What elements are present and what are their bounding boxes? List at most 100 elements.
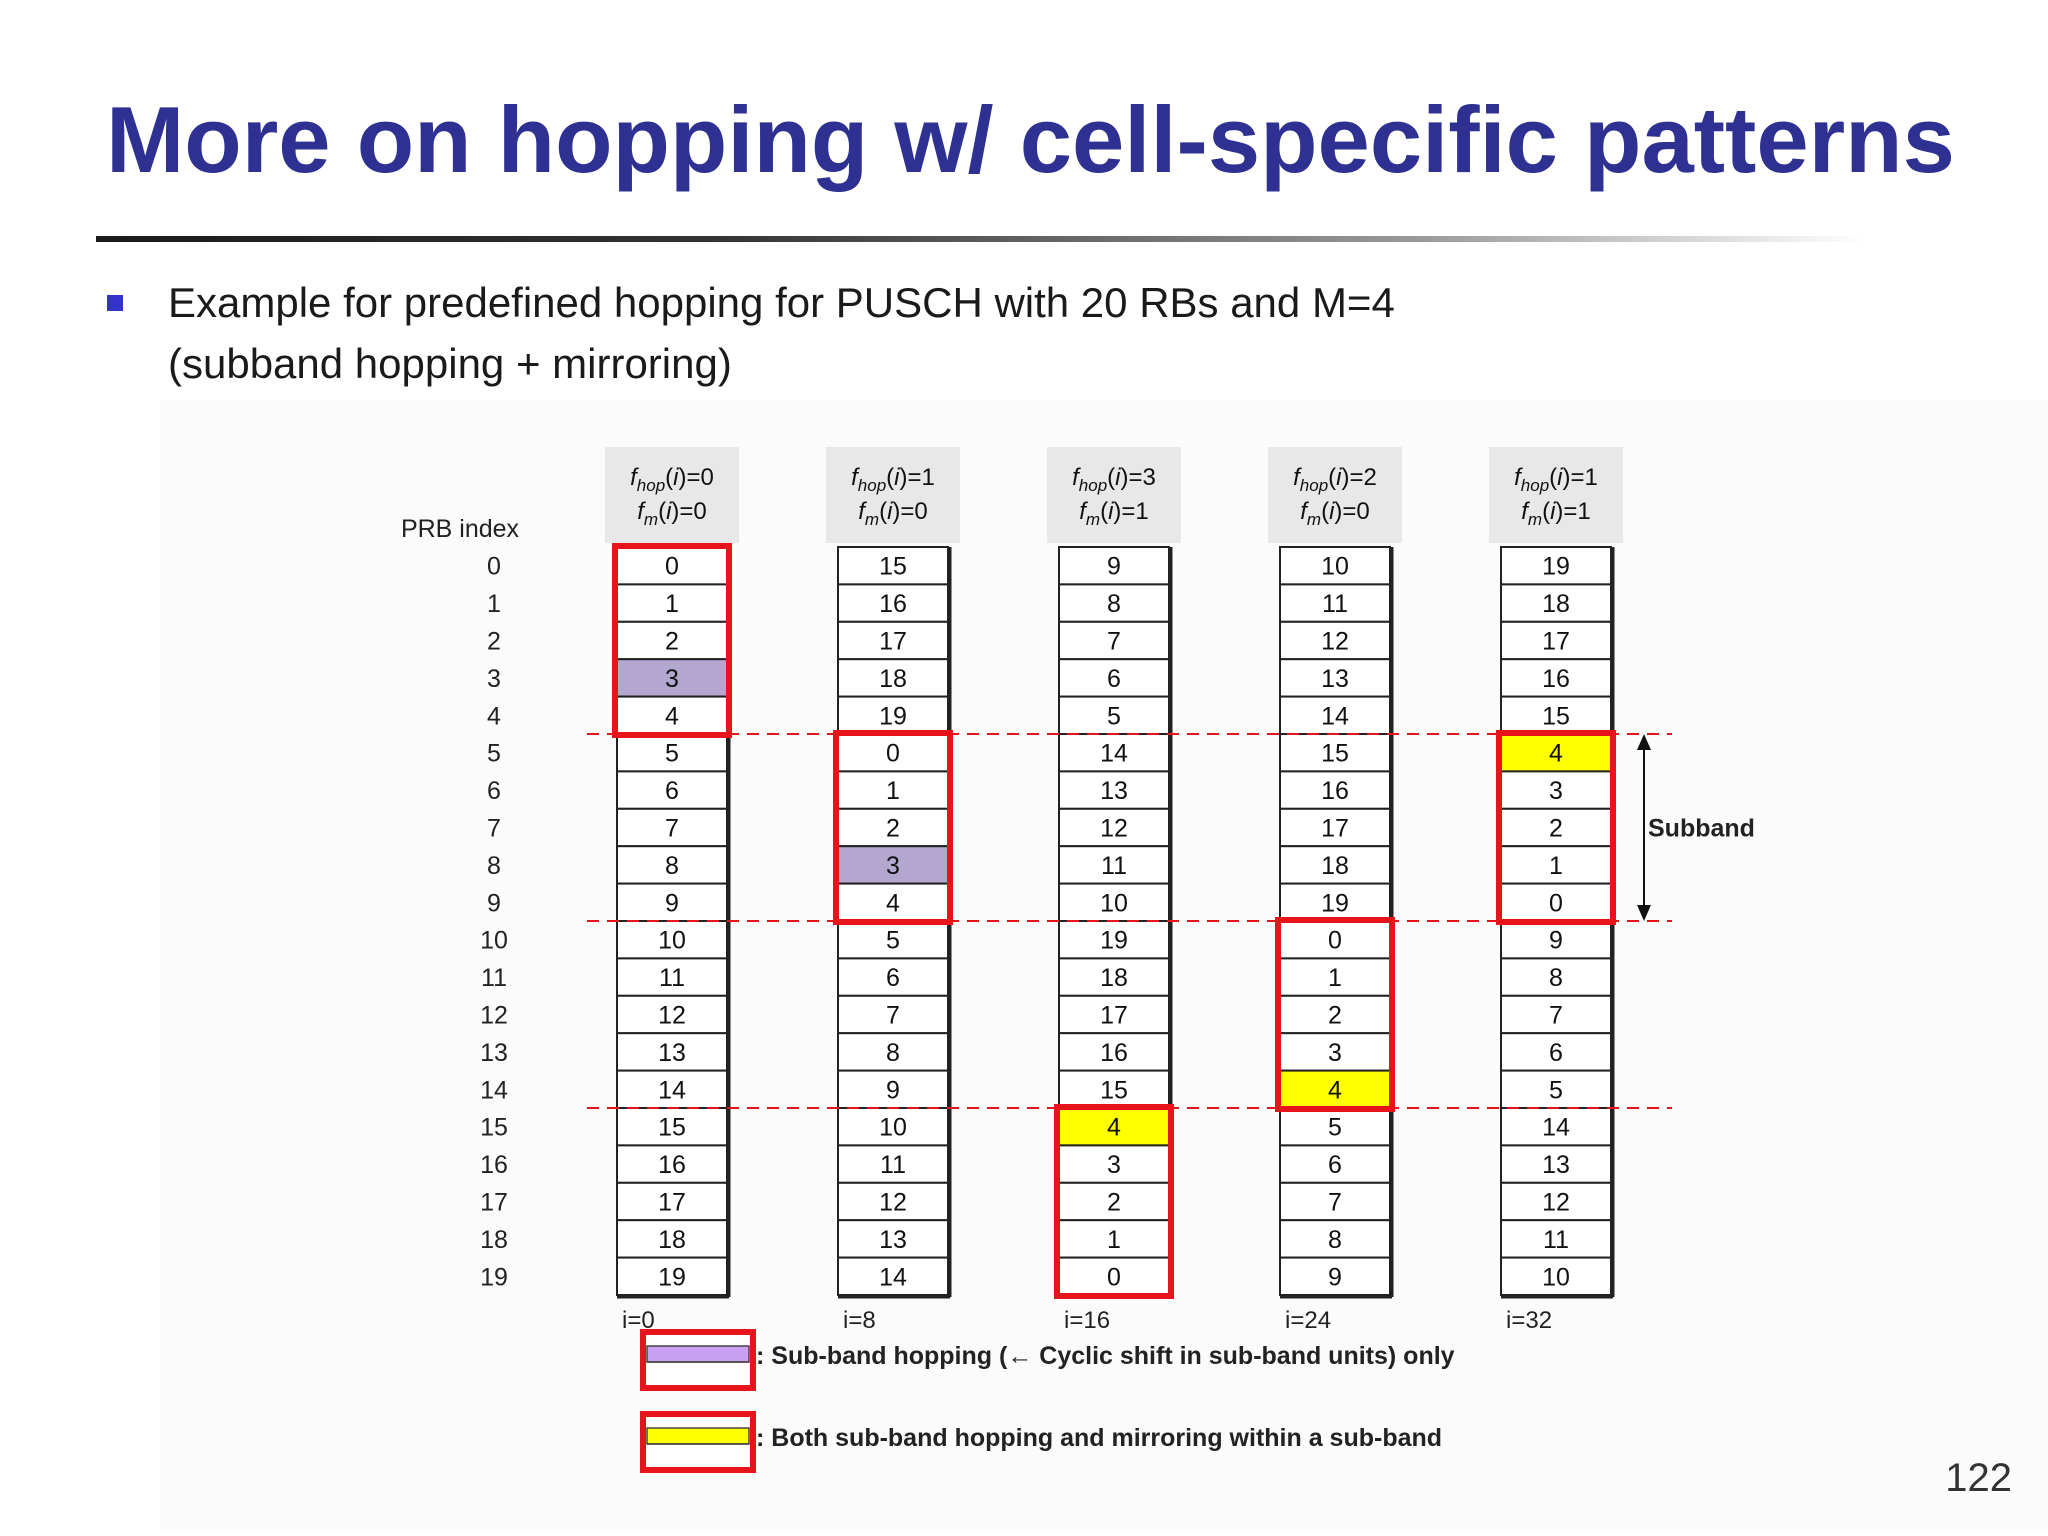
prb-cell	[1500, 957, 1612, 997]
prb-cell-value: 9	[886, 1076, 900, 1104]
prb-cell	[616, 1069, 728, 1109]
prb-cell-value: 13	[879, 1226, 907, 1254]
prb-cell-value: 19	[879, 702, 907, 730]
prb-index: 0	[487, 553, 501, 581]
prb-cell-value: 6	[1549, 1039, 1563, 1067]
column-header-bg	[1489, 447, 1623, 543]
prb-cell	[1058, 695, 1170, 736]
prb-cell	[837, 1069, 949, 1109]
prb-cell-value: 5	[1107, 702, 1121, 730]
prb-cell-value: 0	[886, 740, 900, 768]
column-header-fhop: fhop(i)=1	[1514, 464, 1598, 495]
prb-cell-value: 16	[1321, 777, 1349, 805]
prb-cell-value: 5	[665, 740, 679, 768]
prb-cell-value: 6	[1328, 1151, 1342, 1179]
prb-cell	[837, 583, 949, 623]
prb-cell-value: 15	[658, 1114, 686, 1142]
prb-cell	[1058, 994, 1170, 1035]
prb-cell-value: 1	[1328, 964, 1342, 992]
column-header-fhop: fhop(i)=2	[1293, 464, 1377, 495]
prb-cell-value: 12	[1321, 628, 1349, 656]
prb-index: 15	[480, 1114, 508, 1142]
prb-cell-value: 3	[1328, 1039, 1342, 1067]
prb-cell	[1279, 583, 1391, 623]
prb-cell	[616, 733, 728, 773]
prb-cell-value: 0	[1549, 889, 1563, 917]
prb-cell	[837, 1181, 949, 1222]
prb-cell	[1279, 845, 1391, 885]
prb-cell-value: 3	[1107, 1151, 1121, 1179]
prb-index-label: PRB index	[401, 515, 520, 543]
prb-cell-value: 14	[879, 1263, 907, 1291]
prb-cell	[616, 770, 728, 810]
prb-cell	[1058, 733, 1170, 773]
prb-cell-value: 2	[886, 815, 900, 843]
prb-cell-value: 11	[659, 964, 685, 992]
prb-index: 18	[480, 1226, 508, 1254]
prb-index: 2	[487, 628, 501, 656]
page-number: 122	[1945, 1456, 2012, 1500]
prb-cell-value: 7	[665, 815, 679, 843]
prb-cell	[616, 695, 728, 736]
prb-index: 19	[480, 1263, 508, 1291]
prb-index: 16	[480, 1151, 508, 1179]
prb-cell-value: 18	[1321, 852, 1349, 880]
prb-cell	[1058, 546, 1170, 586]
prb-index: 14	[480, 1076, 508, 1104]
slot-label: i=8	[843, 1307, 876, 1334]
prb-index: 12	[480, 1002, 508, 1030]
slot-label: i=16	[1064, 1307, 1110, 1334]
prb-cell	[616, 546, 728, 586]
prb-cell	[837, 1256, 949, 1296]
prb-cell	[1500, 770, 1612, 810]
prb-cell-value: 18	[1100, 964, 1128, 992]
subband-arrow-up-icon	[1637, 734, 1651, 750]
prb-cell	[1279, 733, 1391, 773]
prb-cell	[1500, 994, 1612, 1035]
prb-cell-value: 6	[1107, 665, 1121, 693]
prb-cell	[837, 1219, 949, 1259]
column-header-bg	[1047, 447, 1181, 543]
prb-cell-value: 17	[658, 1189, 686, 1217]
column-header-fm: fm(i)=0	[637, 498, 707, 529]
prb-cell	[616, 1256, 728, 1296]
prb-cell	[616, 1032, 728, 1072]
prb-cell	[1058, 1069, 1170, 1109]
prb-cell	[1500, 546, 1612, 586]
prb-cell	[616, 994, 728, 1035]
prb-cell	[1500, 695, 1612, 736]
prb-cell-value: 2	[1549, 815, 1563, 843]
prb-cell-value: 14	[1100, 740, 1128, 768]
prb-cell-value: 17	[879, 628, 907, 656]
subband-arrow-down-icon	[1637, 905, 1651, 921]
prb-cell-value: 2	[1107, 1189, 1121, 1217]
prb-cell-value: 5	[1328, 1114, 1342, 1142]
prb-cell	[837, 1144, 949, 1184]
prb-cell-value: 0	[665, 553, 679, 581]
prb-cell-value: 7	[886, 1002, 900, 1030]
prb-cell-value: 13	[1100, 777, 1128, 805]
prb-cell-value: 19	[1542, 553, 1570, 581]
prb-cell	[837, 957, 949, 997]
bullet-square-icon	[107, 295, 123, 311]
prb-index: 13	[480, 1039, 508, 1067]
prb-cell-value: 8	[665, 852, 679, 880]
prb-cell-value: 14	[1321, 702, 1349, 730]
prb-cell-value: 10	[658, 927, 686, 955]
prb-cell-value: 14	[658, 1076, 686, 1104]
legend-swatch	[646, 1427, 750, 1445]
prb-cell	[616, 1144, 728, 1184]
prb-cell-value: 1	[665, 590, 679, 618]
prb-index: 17	[480, 1189, 508, 1217]
bullet-text: Example for predefined hopping for PUSCH…	[168, 272, 1395, 394]
prb-index: 1	[487, 590, 501, 618]
prb-cell	[1500, 1219, 1612, 1259]
prb-cell	[837, 1032, 949, 1072]
prb-cell	[1058, 1107, 1170, 1147]
prb-cell-value: 9	[1549, 927, 1563, 955]
prb-cell-value: 17	[1321, 815, 1349, 843]
prb-cell-value: 14	[1542, 1114, 1570, 1142]
prb-cell-value: 4	[665, 702, 679, 730]
prb-cell	[616, 658, 728, 698]
prb-cell-value: 17	[1542, 628, 1570, 656]
